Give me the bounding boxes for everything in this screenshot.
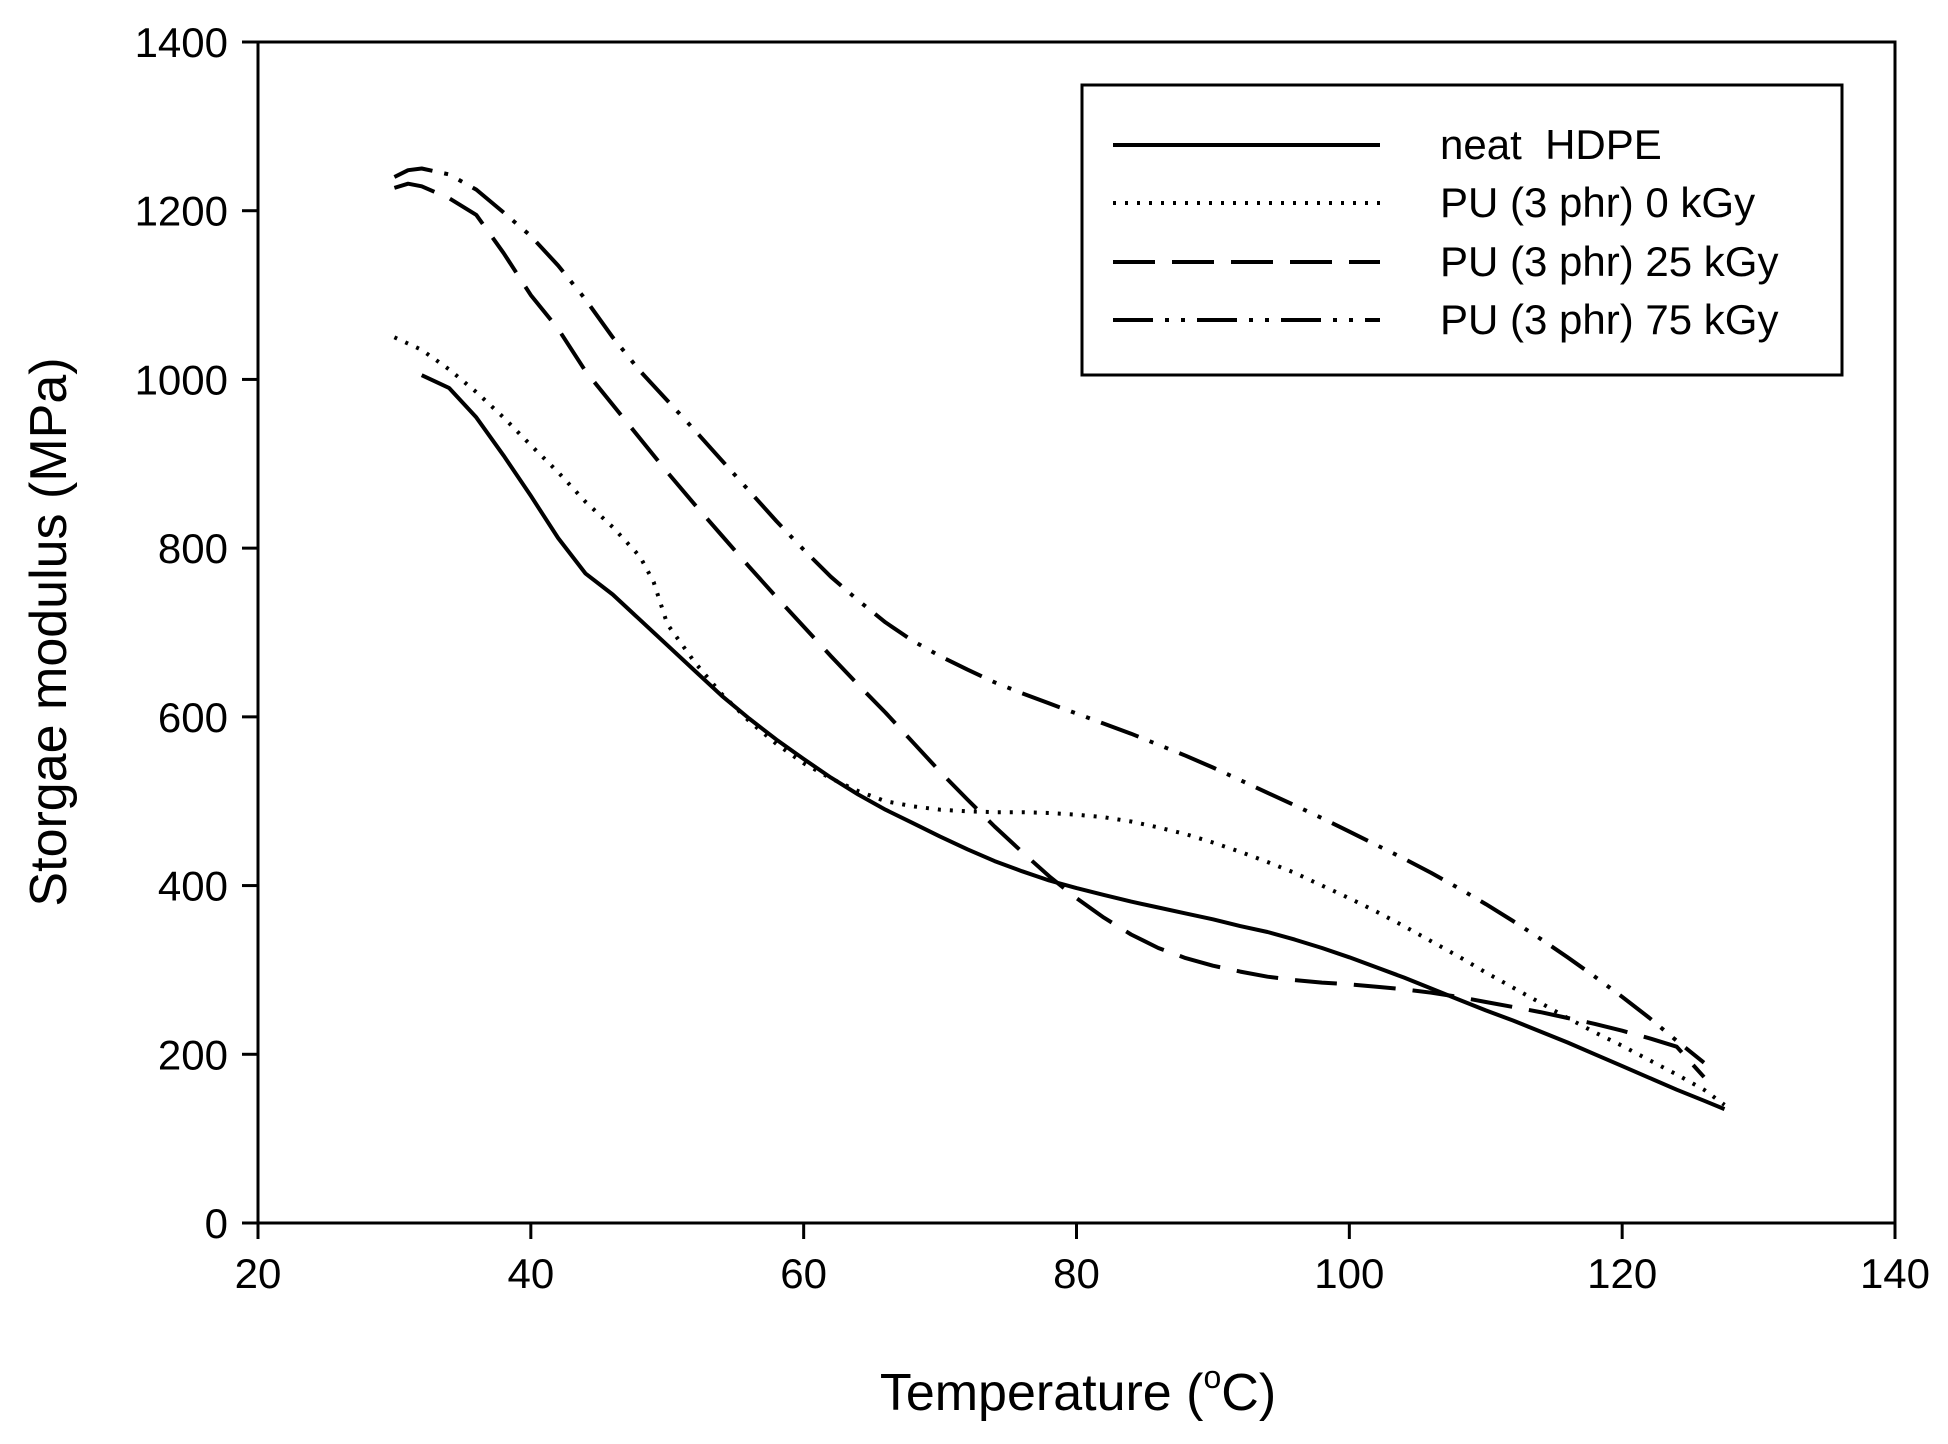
x-tick-label: 140 (1860, 1250, 1930, 1297)
series-line-2 (393, 335, 1726, 1107)
x-tick-label: 60 (780, 1250, 827, 1297)
x-axis-title: Temperature (oC) (880, 1359, 1276, 1422)
y-tick-label: 600 (158, 694, 228, 741)
x-tick-label: 120 (1587, 1250, 1657, 1297)
x-tick-label: 100 (1314, 1250, 1384, 1297)
x-tick-label: 20 (235, 1250, 282, 1297)
y-tick-label: 1200 (135, 188, 228, 235)
legend-label-4: PU (3 phr) 75 kGy (1440, 296, 1778, 343)
x-tick-label: 80 (1053, 1250, 1100, 1297)
legend: neat HDPE PU (3 phr) 0 kGy PU (3 phr) 25 k… (1080, 83, 1844, 377)
y-tick-label: 400 (158, 863, 228, 910)
legend-label-3: PU (3 phr) 25 kGy (1440, 238, 1778, 285)
series-line-4 (393, 166, 1706, 1065)
legend-label-2: PU (3 phr) 0 kGy (1440, 179, 1755, 226)
series-line-1 (420, 373, 1726, 1111)
x-tick-label: 40 (507, 1250, 554, 1297)
legend-label-1: neat HDPE (1440, 121, 1662, 168)
legend-box (1080, 83, 1844, 377)
y-axis-title: Storgae modulus (MPa) (20, 357, 78, 906)
series-line-3 (393, 181, 1706, 1079)
y-tick-label: 1400 (135, 19, 228, 66)
y-tick-label: 800 (158, 525, 228, 572)
y-tick-label: 1000 (135, 356, 228, 403)
y-tick-label: 200 (158, 1031, 228, 1078)
series-group (393, 166, 1726, 1111)
axis-ticks: 20 40 60 80 100 120 14002004006008001000120014… (135, 19, 1930, 1297)
y-tick-label: 0 (205, 1200, 228, 1247)
